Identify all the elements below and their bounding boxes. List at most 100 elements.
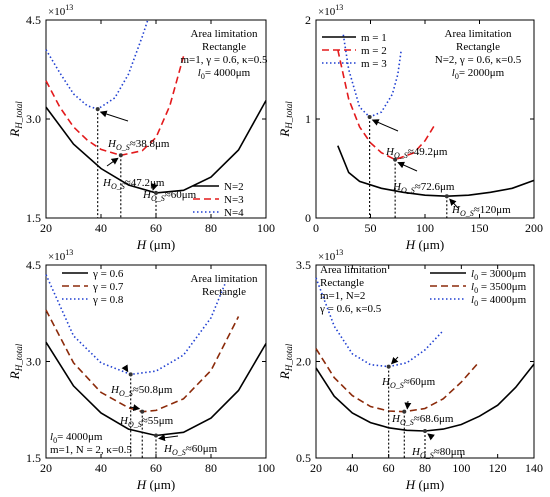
annotation-label: HO_S≈50.8μm [110,384,173,398]
y-multiplier: ×1013 [48,248,73,263]
y-tick-label: 3.0 [26,355,41,369]
annotation-label: HO_S≈49.2μm [385,146,448,160]
x-axis-label: H (μm) [136,237,175,252]
legend-label: l0 = 3000μm [471,268,527,282]
y-tick-label: 1 [305,112,311,126]
annotation-arrow [427,433,435,441]
x-tick-label: 80 [205,221,217,235]
condition-text: l0= 2000μm [452,67,505,81]
annotation-label: HO_S≈47.2μm [102,177,165,191]
legend-label: m = 2 [361,45,387,57]
y-tick-label: 4.5 [26,258,41,272]
x-tick-label: 20 [40,221,52,235]
annotation-arrow [404,400,412,410]
y-multiplier: ×1013 [318,248,343,263]
condition-text: Rectangle [456,41,500,53]
annotation-label: HO_S≈38.8μm [107,138,170,152]
annotation-arrow [129,404,141,412]
x-tick-label: 40 [95,461,107,475]
annotation-arrow [151,182,159,191]
x-tick-label: 200 [525,221,543,235]
condition-text: Area limitation [191,273,258,285]
optimum-point [154,433,158,438]
x-tick-label: 40 [95,221,107,235]
y-tick-label: 1.5 [26,451,41,465]
optimum-point [140,409,145,414]
annotation-arrow [390,356,399,365]
y-multiplier: ×1013 [318,3,343,18]
x-tick-label: 100 [452,461,470,475]
legend-label: l0 = 3500μm [471,281,527,295]
optimum-point [128,372,133,377]
optimum-point [386,364,391,369]
x-tick-label: 80 [205,461,217,475]
x-tick-label: 140 [525,461,543,475]
annotation-arrow [99,110,129,122]
condition-text: m=1, N=2 [320,290,365,302]
y-tick-label: 2.0 [296,355,311,369]
condition-text-2: l0= 4000μm [50,431,103,445]
optimum-point [393,157,398,162]
x-tick-label: 60 [383,461,395,475]
annotation-arrow [106,157,119,167]
x-tick-label: 0 [313,221,319,235]
annotation-label: HO_S≈80μm [411,446,466,460]
legend-label: γ = 0.6 [92,268,124,280]
optimum-point [154,190,158,195]
legend-label: m = 1 [361,32,387,44]
x-axis-label: H (μm) [405,237,444,252]
annotation-arrow [371,119,399,132]
chart-panel-1: 20 40 60 80 100 1.5 3.0 4.5 ×1013 H (μm) RH_total N… [7,3,275,252]
x-axis-label: H (μm) [405,477,444,492]
annotation-label: HO_S≈60μm [142,189,197,203]
x-tick-label: 20 [310,461,322,475]
optimum-point [444,194,449,199]
y-tick-label: 3.5 [296,258,311,272]
optimum-point [118,153,123,158]
series-line-2 [45,309,240,413]
y-axis-label: RH_total [7,101,24,138]
x-tick-label: 150 [471,221,489,235]
condition-text: Rectangle [202,286,246,298]
condition-text: Rectangle [202,41,246,53]
x-tick-label: 120 [489,461,507,475]
legend-label: N=2 [224,181,244,193]
condition-text-2: m=1, N = 2, κ=0.5 [50,444,132,456]
legend-label: γ = 0.7 [92,281,124,293]
x-tick-label: 100 [257,461,275,475]
legend-label: γ = 0.8 [92,294,124,306]
annotation-label: HO_S≈72.6μm [392,181,455,195]
annotation-arrow [121,364,129,373]
annotation-label: HO_S≈68.6μm [391,413,454,427]
optimum-point [402,409,407,414]
annotation-arrow [397,161,418,172]
legend-label: l0 = 4000μm [471,294,527,308]
annotation-label: HO_S≈55μm [119,415,174,429]
y-tick-label: 1.5 [26,211,41,225]
series-line-1 [337,145,535,198]
condition-text: N=2, γ = 0.6, κ=0.5 [435,54,522,66]
condition-text: Area limitation [445,28,512,40]
x-tick-label: 60 [150,221,162,235]
y-axis-label: RH_total [277,343,294,380]
series-line-3 [315,277,444,368]
y-tick-label: 0.5 [296,451,311,465]
x-tick-label: 50 [365,221,377,235]
annotation-arrow [158,434,179,442]
annotation-arrow [449,198,459,209]
optimum-point [423,428,427,433]
x-tick-label: 100 [257,221,275,235]
condition-text: m=1, γ = 0.6, κ=0.5 [180,54,268,66]
condition-text: Rectangle [320,277,364,289]
x-tick-label: 100 [416,221,434,235]
condition-text: Area limitation [320,264,387,276]
x-tick-label: 80 [419,461,431,475]
series-line-3 [45,274,226,376]
y-multiplier: ×1013 [48,3,73,18]
y-tick-label: 4.5 [26,13,41,27]
condition-text: Area limitation [191,28,258,40]
annotation-label: HO_S≈120μm [451,204,511,218]
condition-text: l0= 4000μm [198,67,251,81]
